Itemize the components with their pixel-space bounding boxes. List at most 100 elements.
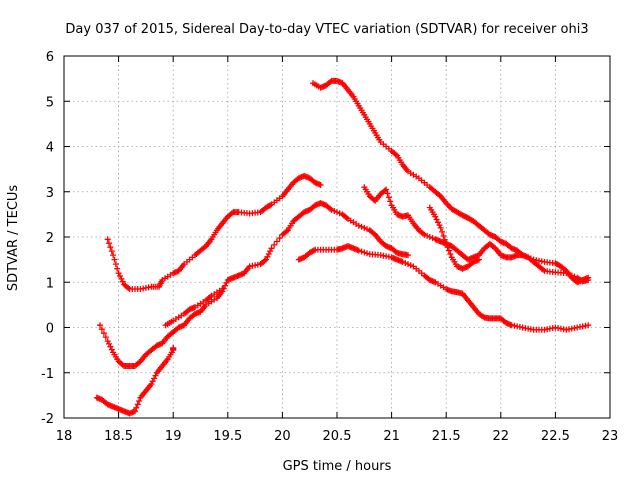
data-point	[585, 277, 592, 283]
data-point	[435, 219, 441, 226]
y-tick-label: 3	[46, 186, 54, 201]
series-arc-8	[426, 204, 482, 272]
data-point	[112, 261, 119, 268]
data-point	[114, 265, 121, 272]
data-point	[223, 279, 230, 286]
data-point	[97, 322, 103, 329]
data-point	[441, 236, 448, 243]
data-point	[222, 282, 229, 289]
x-tick-labels: 18 18.5 19 19.5 20 20.5 21 21.5 22 22.5 23	[56, 429, 619, 444]
data-point	[439, 228, 446, 235]
data-point	[364, 250, 370, 257]
data-point	[429, 235, 436, 242]
data-point	[480, 313, 487, 320]
data-point	[100, 330, 107, 337]
x-axis-label: GPS time / hours	[283, 459, 392, 474]
data-point	[491, 244, 497, 251]
x-tick-label: 20	[274, 429, 291, 444]
data-point	[334, 209, 340, 216]
data-point	[405, 252, 411, 259]
x-tick-label: 19	[165, 429, 182, 444]
x-tick-label: 20.5	[323, 429, 352, 444]
data-point	[133, 404, 140, 411]
y-tick-label: -1	[41, 367, 54, 382]
data-point	[568, 272, 575, 279]
data-point	[271, 241, 278, 248]
data-point	[443, 240, 450, 247]
y-tick-label: 1	[46, 276, 54, 291]
x-tick-label: 18.5	[104, 429, 133, 444]
data-point	[381, 187, 388, 194]
data-point	[407, 262, 414, 269]
series-arc-2	[97, 200, 411, 369]
y-tick-label: 4	[46, 141, 54, 156]
grid-lines	[64, 56, 610, 418]
data-point	[562, 266, 568, 273]
data-point	[444, 244, 451, 251]
data-point	[437, 224, 444, 231]
data-point	[358, 223, 365, 230]
data-point	[459, 212, 466, 219]
data-point	[402, 260, 409, 266]
axis-ticks	[63, 55, 611, 419]
data-point	[585, 322, 592, 329]
data-point	[108, 346, 115, 353]
data-point	[327, 205, 334, 212]
data-point	[447, 251, 454, 257]
data-point	[98, 326, 105, 333]
data-point	[104, 236, 111, 243]
data-point	[107, 343, 114, 350]
data-point	[111, 256, 118, 263]
series-arc-1	[104, 172, 324, 292]
data-point	[364, 226, 370, 233]
data-point	[355, 222, 362, 229]
data-point	[104, 338, 111, 345]
data-point	[440, 232, 447, 239]
data-point	[107, 244, 114, 251]
data-point	[405, 261, 411, 268]
data-point	[331, 208, 338, 214]
chart-title: Day 037 of 2015, Sidereal Day-to-day VTE…	[65, 22, 588, 37]
x-tick-label: 21	[383, 429, 400, 444]
series-arc-5	[295, 243, 592, 333]
y-tick-label: 6	[46, 50, 54, 65]
y-axis-label: SDTVAR / TECUs	[6, 185, 21, 292]
data-point	[207, 294, 214, 300]
data-point	[117, 273, 123, 279]
data-point	[102, 334, 109, 341]
data-point	[265, 251, 272, 257]
data-point	[327, 79, 334, 85]
data-point	[136, 398, 143, 404]
data-point	[273, 238, 280, 245]
series-arc-3	[93, 344, 177, 417]
data-point	[276, 235, 283, 242]
y-tick-label: -2	[41, 412, 54, 427]
data-point	[436, 192, 443, 199]
data-point	[343, 214, 350, 221]
data-point	[358, 248, 365, 255]
data-point	[361, 224, 368, 231]
data-point	[566, 271, 572, 278]
data-point	[563, 270, 570, 277]
x-tick-label: 22.5	[541, 429, 570, 444]
data-point	[261, 257, 268, 264]
data-series	[93, 77, 592, 417]
data-point	[317, 182, 324, 188]
data-point	[148, 381, 155, 388]
data-point	[328, 206, 335, 213]
data-point	[115, 270, 122, 277]
data-point	[385, 194, 392, 201]
data-point	[268, 245, 275, 252]
data-point	[571, 273, 578, 280]
data-point	[399, 258, 406, 265]
data-point	[384, 190, 391, 197]
x-tick-label: 22	[493, 429, 510, 444]
data-point	[118, 275, 125, 282]
data-point	[267, 248, 274, 255]
data-point	[106, 240, 112, 247]
data-point	[136, 359, 143, 366]
data-point	[125, 284, 132, 291]
data-point	[370, 230, 377, 237]
data-point	[476, 256, 482, 263]
